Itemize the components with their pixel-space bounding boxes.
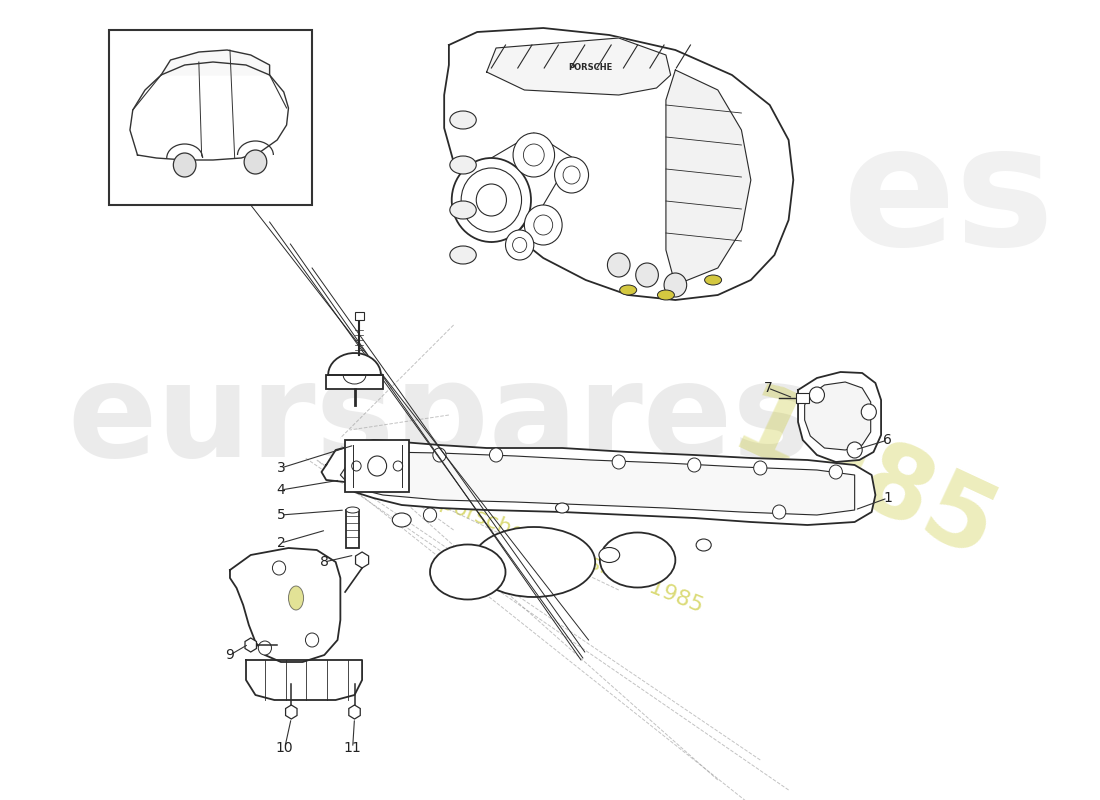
- Circle shape: [612, 455, 626, 469]
- Circle shape: [861, 404, 877, 420]
- Polygon shape: [666, 70, 751, 285]
- Circle shape: [258, 641, 272, 655]
- Text: a porsche parts since 1985: a porsche parts since 1985: [418, 484, 706, 616]
- Text: eurspares: eurspares: [67, 357, 812, 483]
- Text: 1985: 1985: [717, 378, 1011, 582]
- Text: 5: 5: [276, 508, 285, 522]
- Circle shape: [810, 387, 825, 403]
- Circle shape: [513, 133, 554, 177]
- Polygon shape: [444, 28, 793, 300]
- Circle shape: [829, 465, 843, 479]
- Circle shape: [244, 150, 267, 174]
- Polygon shape: [130, 62, 288, 160]
- Circle shape: [273, 561, 286, 575]
- Polygon shape: [161, 50, 270, 75]
- Ellipse shape: [430, 545, 506, 599]
- Bar: [109, 30, 312, 205]
- Polygon shape: [230, 548, 340, 662]
- Polygon shape: [246, 660, 362, 700]
- Ellipse shape: [598, 547, 619, 562]
- Ellipse shape: [696, 539, 712, 551]
- Text: 2: 2: [276, 536, 285, 550]
- Ellipse shape: [556, 503, 569, 513]
- Ellipse shape: [705, 275, 722, 285]
- Circle shape: [754, 461, 767, 475]
- Text: 11: 11: [344, 741, 362, 755]
- Text: 3: 3: [276, 461, 285, 475]
- Circle shape: [306, 633, 319, 647]
- Circle shape: [490, 448, 503, 462]
- Circle shape: [432, 448, 447, 462]
- Ellipse shape: [346, 507, 360, 513]
- Text: 6: 6: [883, 433, 892, 447]
- Ellipse shape: [450, 246, 476, 264]
- Circle shape: [174, 153, 196, 177]
- Text: 10: 10: [276, 741, 294, 755]
- Circle shape: [452, 158, 531, 242]
- Polygon shape: [486, 38, 671, 95]
- Ellipse shape: [600, 533, 675, 587]
- Text: 4: 4: [276, 483, 285, 497]
- Text: 7: 7: [763, 381, 772, 395]
- Bar: [346, 510, 360, 548]
- Circle shape: [636, 263, 659, 287]
- Circle shape: [607, 253, 630, 277]
- Bar: [354, 312, 364, 320]
- Polygon shape: [328, 353, 381, 375]
- Text: 1: 1: [883, 491, 892, 505]
- Bar: [327, 375, 383, 389]
- Ellipse shape: [473, 527, 595, 597]
- Text: 8: 8: [320, 555, 329, 569]
- Circle shape: [554, 157, 588, 193]
- Ellipse shape: [450, 201, 476, 219]
- Text: es: es: [843, 118, 1055, 282]
- Ellipse shape: [450, 156, 476, 174]
- Circle shape: [847, 442, 862, 458]
- Bar: [796, 393, 810, 403]
- Ellipse shape: [288, 586, 304, 610]
- Text: PORSCHE: PORSCHE: [569, 63, 613, 73]
- Polygon shape: [340, 452, 855, 515]
- Bar: [345, 440, 409, 492]
- Circle shape: [772, 505, 785, 519]
- Circle shape: [664, 273, 686, 297]
- Circle shape: [506, 230, 534, 260]
- Circle shape: [376, 465, 389, 479]
- Circle shape: [688, 458, 701, 472]
- Ellipse shape: [450, 111, 476, 129]
- Ellipse shape: [658, 290, 674, 300]
- Ellipse shape: [393, 513, 411, 527]
- Circle shape: [424, 508, 437, 522]
- Circle shape: [525, 205, 562, 245]
- Ellipse shape: [619, 285, 637, 295]
- Polygon shape: [321, 440, 876, 525]
- Text: 9: 9: [226, 648, 234, 662]
- Polygon shape: [798, 372, 881, 462]
- Polygon shape: [804, 382, 871, 450]
